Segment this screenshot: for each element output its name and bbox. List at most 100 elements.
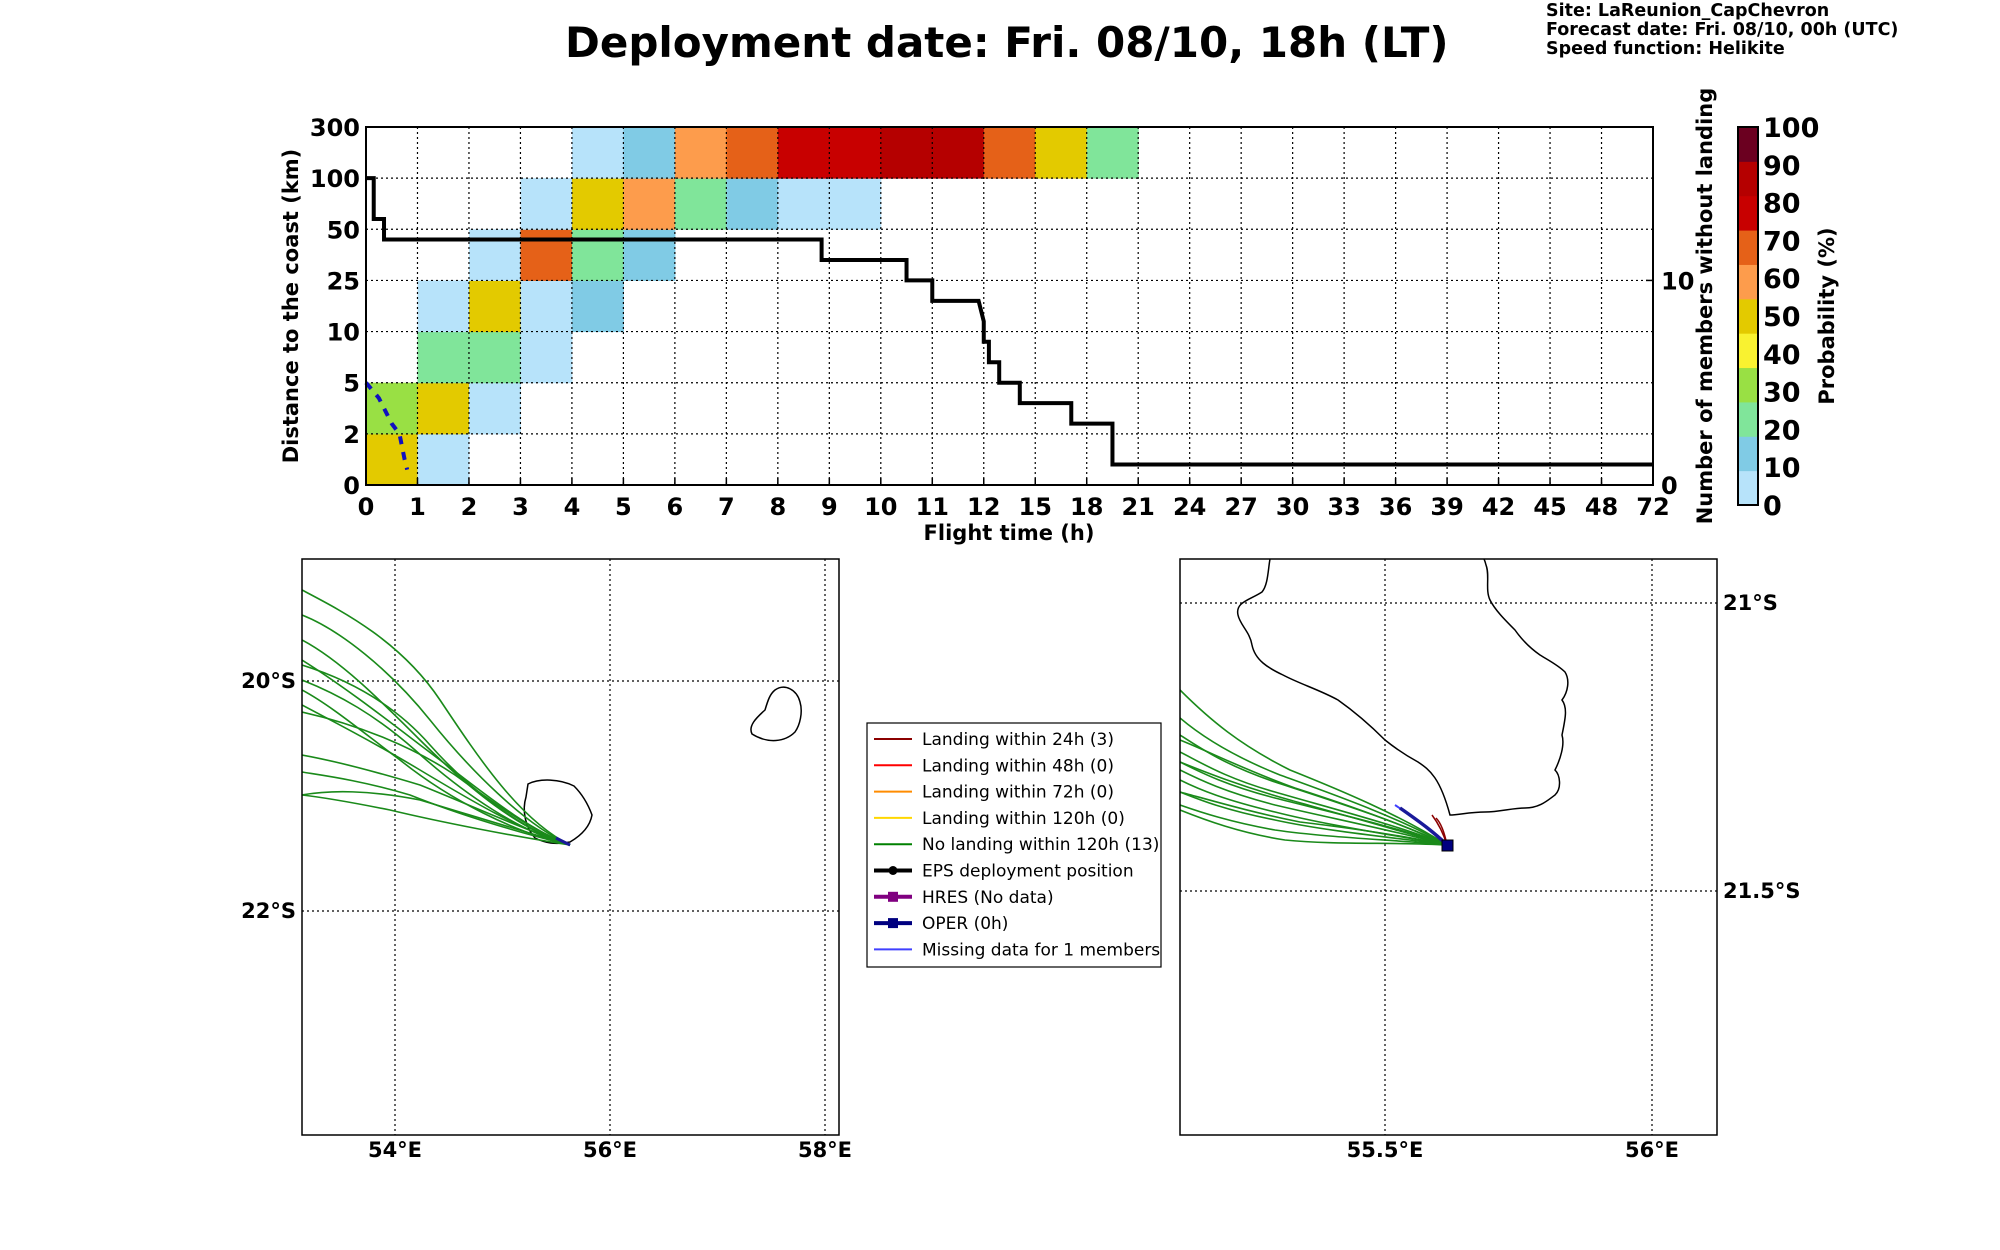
colorbar-bin <box>1738 436 1758 472</box>
colorbar-tick-label: 60 <box>1763 264 1801 295</box>
heatmap-cell <box>674 127 727 179</box>
colorbar-frame <box>1737 126 1759 506</box>
y-tick-label: 100 <box>310 165 360 193</box>
members-without-landing-line <box>366 176 1653 467</box>
x-tick-label: 27 <box>1224 493 1257 521</box>
heatmap-cell <box>468 331 521 384</box>
x-tick-label: 18 <box>1070 493 1103 521</box>
heatmap-chart: 0 1 2 3 4 5 6 7 8 9 10 11 12 15 18 21 24 27 30 33 36 39 42 45 48… <box>279 88 1717 545</box>
heatmap-cell <box>983 127 1036 179</box>
colorbar-tick-label: 90 <box>1763 151 1801 182</box>
heatmap-cell <box>571 178 624 230</box>
heatmap-cell <box>468 280 521 333</box>
x-tick-label: 0 <box>358 493 375 521</box>
x-tick-label: 10 <box>864 493 897 521</box>
x-tick-label: 33 <box>1327 493 1360 521</box>
x-tick-label: 1 <box>409 493 426 521</box>
y-tick-label: 50 <box>327 216 360 244</box>
x-tick-label: 45 <box>1533 493 1566 521</box>
page-title: Deployment date: Fri. 08/10, 18h (LT) <box>565 18 1449 67</box>
trajectory-legend: Landing within 24h (3) Landing within 48h… <box>866 722 1162 968</box>
colorbar-tick-label: 0 <box>1763 491 1782 522</box>
x-tick-label: 12 <box>967 493 1000 521</box>
x-tick-label: 30 <box>1276 493 1309 521</box>
forecast-info: Site: LaReunion_CapChevron Forecast date… <box>1546 2 1898 59</box>
heatmap-cell <box>520 331 573 384</box>
y-tick-label: 25 <box>327 267 360 295</box>
x-tick-label: 5 <box>615 493 632 521</box>
heatmap-cell <box>571 127 624 179</box>
colorbar-bin <box>1738 401 1758 437</box>
heatmap-cell <box>829 178 882 230</box>
heatmap-cell <box>520 178 573 230</box>
map-left-y-tick: 22°S <box>241 899 296 923</box>
colorbar-ticks: 0 10 20 30 40 50 60 70 80 90 100 <box>1763 113 1819 522</box>
heatmap-cell <box>468 229 521 281</box>
map-right-x-tick: 55.5°E <box>1347 1138 1424 1162</box>
legend-item-label: HRES (No data) <box>922 888 1054 908</box>
x-tick-label: 42 <box>1482 493 1515 521</box>
y-tick-label: 300 <box>310 114 360 142</box>
left-map-oper-track <box>555 836 571 847</box>
x-tick-label: 11 <box>916 493 949 521</box>
legend-item-label: Landing within 48h (0) <box>922 756 1114 776</box>
colorbar-bin <box>1738 230 1758 265</box>
left-map-trajectories <box>302 589 571 846</box>
local-trajectory-map: 55.5°E 56°E 21°S 21.5°S <box>1179 558 1800 1162</box>
x-tick-label: 24 <box>1173 493 1206 521</box>
colorbar-bin <box>1738 195 1758 231</box>
colorbar-tick-label: 20 <box>1763 415 1801 446</box>
heatmap-cells <box>366 127 1139 486</box>
x-tick-label: 48 <box>1585 493 1618 521</box>
heatmap-cell <box>520 229 573 281</box>
heatmap-cell <box>932 127 985 179</box>
heatmap-cell <box>623 178 676 230</box>
colorbar-tick-label: 30 <box>1763 378 1801 409</box>
heatmap-cell <box>417 382 470 435</box>
colorbar-tick-label: 70 <box>1763 226 1801 257</box>
map-right-y-tick: 21.5°S <box>1723 879 1800 903</box>
y2-tick-label: 10 <box>1661 267 1694 295</box>
colorbar-bin <box>1738 367 1758 403</box>
probability-colorbar: 0 10 20 30 40 50 60 70 80 90 100 Probability (%) <box>1737 113 1839 522</box>
legend-item-label: EPS deployment position <box>922 862 1134 882</box>
colorbar-bin <box>1738 470 1758 506</box>
colorbar-bin <box>1738 264 1758 300</box>
x-tick-label: 9 <box>821 493 838 521</box>
colorbar-bins <box>1738 127 1758 506</box>
heatmap-cell <box>1035 127 1088 179</box>
speed-function-label: Speed function: Helikite <box>1546 39 1785 59</box>
y2-axis-label: Number of members without landing <box>1693 88 1717 525</box>
heatmap-cell <box>571 280 624 333</box>
legend-swatch-marker <box>888 866 898 875</box>
regional-trajectory-map: 54°E 56°E 58°E 20°S 22°S <box>241 558 852 1162</box>
y-tick-label: 10 <box>327 319 360 347</box>
colorbar-bin <box>1738 333 1758 369</box>
deployment-position-marker <box>1441 839 1454 852</box>
heatmap-cell <box>417 433 470 486</box>
x-tick-label: 21 <box>1121 493 1154 521</box>
y-tick-label: 5 <box>343 370 360 398</box>
heatmap-cell <box>726 178 779 230</box>
x-tick-label: 72 <box>1636 493 1669 521</box>
heatmap-cell <box>520 280 573 333</box>
heatmap-cell <box>777 178 830 230</box>
x-tick-label: 6 <box>667 493 684 521</box>
colorbar-label: Probability (%) <box>1815 227 1839 404</box>
colorbar-tick-label: 10 <box>1763 453 1801 484</box>
heatmap-cell <box>777 127 830 179</box>
oper-distance-line <box>364 381 410 471</box>
heatmap-cell <box>623 127 676 179</box>
legend-swatch-marker <box>888 918 898 929</box>
reunion-coastline <box>1236 559 1569 816</box>
legend-item-label: No landing within 120h (13) <box>922 835 1159 855</box>
x-tick-label: 8 <box>769 493 786 521</box>
heatmap-frame <box>365 126 1654 486</box>
y-tick-label: 0 <box>343 472 360 500</box>
y-tick-label: 2 <box>343 421 360 449</box>
heatmap-cell <box>726 127 779 179</box>
map-right-y-tick: 21°S <box>1723 591 1778 615</box>
site-label: Site: LaReunion_CapChevron <box>1546 1 1830 21</box>
legend-item-label: OPER (0h) <box>922 914 1008 934</box>
